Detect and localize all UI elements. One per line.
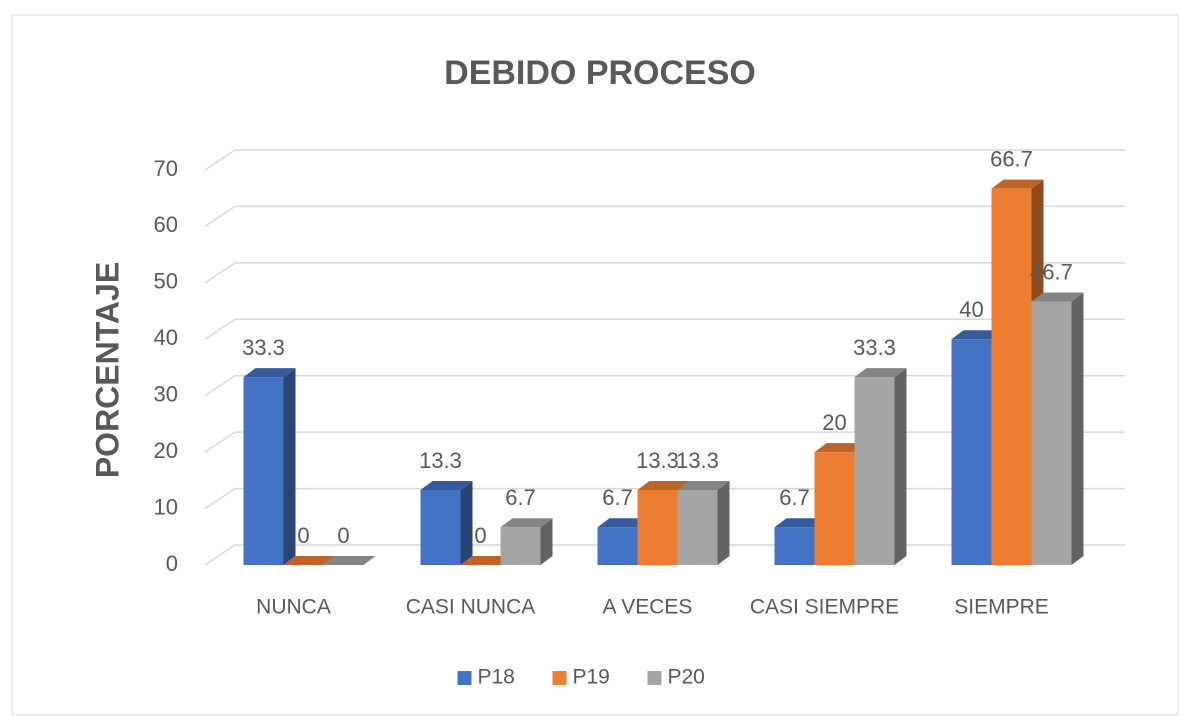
bar-top: [420, 480, 473, 490]
y-tick-label: 70: [154, 156, 178, 181]
bar-top: [500, 518, 553, 528]
grid-line: [204, 318, 1125, 340]
grid-line: [204, 374, 1125, 397]
value-label: 6.7: [602, 485, 633, 510]
bar-front: [597, 527, 638, 565]
value-label: 13.3: [676, 448, 719, 473]
value-label: 6.7: [505, 485, 536, 510]
x-tick-label: A VECES: [603, 596, 693, 619]
y-tick-label: 40: [154, 325, 178, 350]
grid-line: [204, 262, 1125, 284]
y-tick-label: 50: [154, 269, 178, 294]
y-tick-label: 30: [154, 382, 178, 407]
value-label: 0: [297, 523, 309, 548]
bar-front: [951, 339, 992, 565]
value-label: 13.3: [419, 448, 462, 473]
grid-line: [204, 431, 1125, 453]
value-label: 33.3: [242, 335, 285, 360]
y-tick-label: 60: [154, 212, 178, 237]
bar-front: [774, 527, 815, 565]
bar-top: [1031, 292, 1084, 302]
bar-front: [1031, 301, 1072, 565]
y-tick-label: 20: [154, 438, 178, 463]
legend-label: P19: [573, 666, 610, 689]
bar-top: [637, 480, 690, 490]
bar: [677, 480, 730, 565]
value-label: 0: [474, 523, 486, 548]
bar-top: [991, 179, 1044, 189]
x-tick-label: NUNCA: [256, 596, 331, 619]
y-tick-label: 10: [154, 494, 178, 519]
x-tick-label: CASI NUNCA: [406, 596, 536, 619]
bar-top: [951, 330, 1004, 340]
grid-line: [204, 205, 1125, 228]
bar: [460, 556, 513, 565]
bar-front: [677, 489, 718, 565]
bar-front: [637, 489, 678, 565]
bar-top: [597, 518, 650, 528]
bar-front: [500, 527, 541, 565]
bar-front: [814, 452, 855, 565]
x-tick-label: CASI SIEMPRE: [750, 596, 899, 619]
bar-side: [894, 368, 907, 565]
legend-label: P20: [668, 666, 705, 689]
bar: [500, 518, 553, 565]
bar-top: [854, 368, 907, 378]
bar-front: [243, 377, 284, 565]
value-label: 20: [822, 410, 846, 435]
bar-front: [991, 188, 1032, 565]
value-label: 40: [959, 297, 983, 322]
grid-line: [204, 149, 1125, 171]
bar-top: [243, 368, 296, 378]
value-label: 46.7: [1030, 259, 1073, 284]
bar-top: [283, 556, 336, 565]
bar: [243, 368, 296, 565]
value-label: 66.7: [990, 146, 1033, 171]
legend-swatch: [457, 671, 472, 685]
bar-side: [540, 518, 553, 565]
bar-side: [1071, 292, 1084, 565]
x-tick-label: SIEMPRE: [954, 596, 1049, 619]
bar-top: [677, 480, 730, 490]
bar-top: [323, 556, 376, 565]
bar-front: [420, 489, 461, 565]
value-label: 0: [337, 523, 349, 548]
value-label: 13.3: [636, 448, 679, 473]
bar: [854, 368, 907, 565]
bar: [283, 556, 336, 565]
y-axis-label: PORCENTAJE: [89, 262, 125, 478]
bar: [1031, 292, 1084, 565]
value-label: 33.3: [853, 335, 896, 360]
value-label: 6.7: [779, 485, 810, 510]
bar: [323, 556, 376, 565]
bar-front: [854, 377, 895, 565]
legend-label: P18: [478, 666, 515, 689]
bar-side: [283, 368, 296, 565]
bar: [420, 480, 473, 565]
chart-title: DEBIDO PROCESO: [444, 54, 756, 92]
bar-top: [814, 443, 867, 453]
legend-swatch: [647, 671, 662, 685]
bar-side: [717, 480, 730, 565]
legend-swatch: [552, 671, 567, 685]
bar-top: [460, 556, 513, 565]
bar-side: [460, 480, 473, 565]
y-tick-label: 0: [166, 551, 178, 576]
bar-top: [774, 518, 827, 528]
